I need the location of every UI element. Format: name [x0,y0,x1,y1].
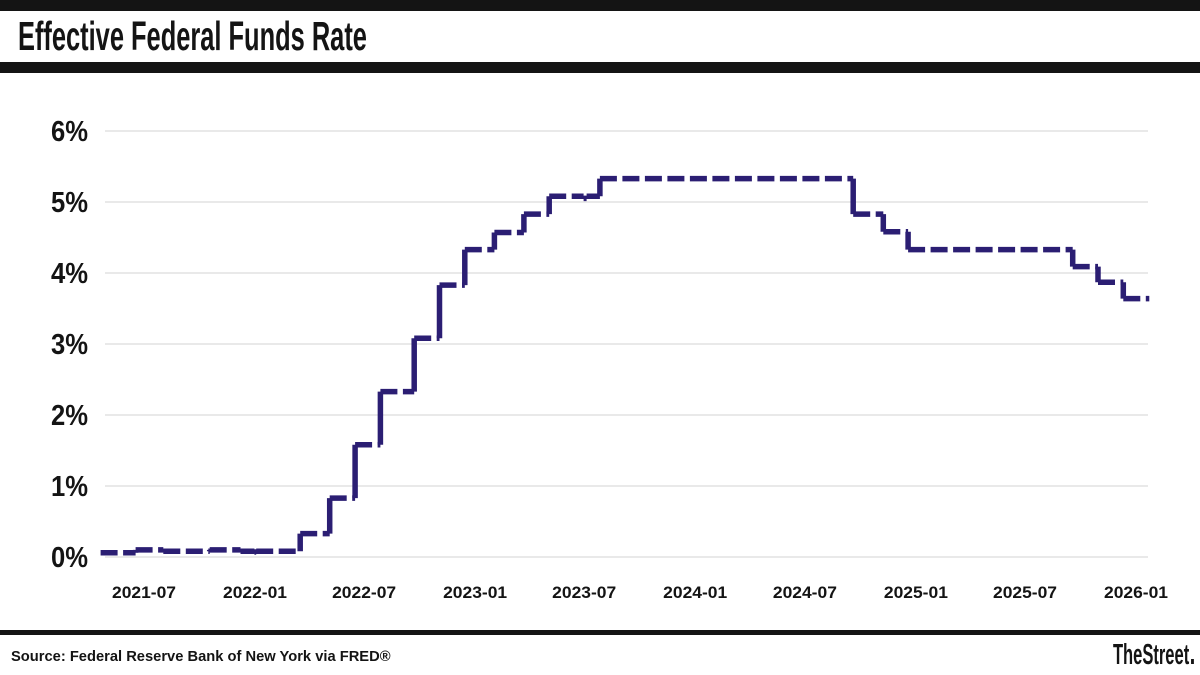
y-tick-label-0%: 0% [51,542,88,574]
thestreet-logo-dot [1191,659,1194,664]
x-tick-label-2025-07: 2025-07 [993,583,1057,602]
y-tick-label-5%: 5% [51,187,88,219]
title-divider-bar [0,62,1200,73]
x-tick-label-2023-01: 2023-01 [443,583,507,602]
x-tick-label-2022-07: 2022-07 [332,583,396,602]
thestreet-logo: TheStreet [1113,639,1194,671]
x-tick-label-2023-07: 2023-07 [552,583,616,602]
x-tick-label-2024-07: 2024-07 [773,583,837,602]
y-tick-label-6%: 6% [51,116,88,148]
top-accent-bar [0,0,1200,11]
y-tick-label-4%: 4% [51,258,88,290]
y-tick-label-2%: 2% [51,400,88,432]
page-title: Effective Federal Funds Rate [18,12,367,59]
x-tick-label-2024-01: 2024-01 [663,583,727,602]
chart-header: Effective Federal Funds Rate [18,13,581,59]
thestreet-logo-text: TheStreet [1113,639,1190,671]
footer-divider-bar [0,630,1200,635]
x-tick-label-2025-01: 2025-01 [884,583,948,602]
source-attribution: Source: Federal Reserve Bank of New York… [11,648,391,665]
rate-line-vertical-steps [132,178,1127,553]
x-tick-label-2026-01: 2026-01 [1104,583,1168,602]
y-tick-label-1%: 1% [51,471,88,503]
x-tick-label-2022-01: 2022-01 [223,583,287,602]
y-tick-label-3%: 3% [51,329,88,361]
rate-line [100,175,1150,556]
x-tick-label-2021-07: 2021-07 [112,583,176,602]
